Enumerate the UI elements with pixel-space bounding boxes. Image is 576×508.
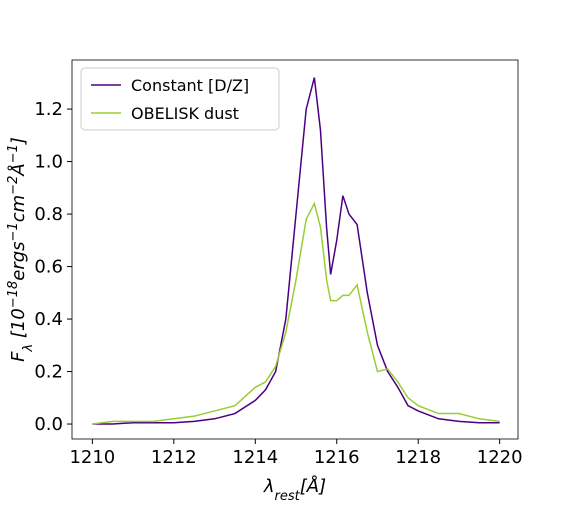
legend-box — [80, 67, 280, 131]
x-tick-label: 1210 — [69, 447, 115, 468]
legend-label: OBELISK dust — [131, 104, 239, 123]
y-tick-label: 1.2 — [34, 99, 63, 120]
x-tick-label: 1220 — [477, 447, 523, 468]
x-tick-label: 1214 — [232, 447, 278, 468]
label-part: λ — [21, 344, 36, 353]
label-part: F — [8, 351, 29, 362]
label-part: −18 — [6, 281, 21, 308]
label-part: Å — [7, 163, 29, 176]
label-part: ] — [8, 137, 29, 145]
y-tick-label: 1.0 — [34, 152, 63, 173]
label-part: [Å] — [300, 475, 326, 497]
label-part: −1 — [6, 222, 21, 241]
y-axis-label: Fλ [10−18ergs−1cm−2Å−1] — [6, 137, 36, 362]
y-tick-label: 0.0 — [34, 414, 63, 435]
plot-frame — [71, 59, 519, 440]
x-axis-label: λrest[Å] — [263, 475, 326, 504]
y-tick-label: 0.6 — [34, 257, 63, 278]
y-tick-label: 0.4 — [34, 309, 63, 330]
data-line — [92, 77, 500, 425]
x-tick-label: 1216 — [314, 447, 360, 468]
y-tick-label: 0.2 — [34, 362, 63, 383]
label-part: rest — [275, 489, 301, 504]
label-part: cm — [8, 195, 29, 222]
label-part: [10 — [8, 308, 29, 344]
data-line — [92, 201, 500, 425]
x-tick-label: 1218 — [395, 447, 441, 468]
label-part: −1 — [6, 144, 21, 163]
label-part: −2 — [6, 176, 21, 195]
legend-label: Constant [D/Z] — [131, 76, 249, 95]
label-part: ergs — [8, 241, 29, 280]
label-part: λ — [263, 476, 275, 497]
y-tick-label: 0.8 — [34, 204, 63, 225]
x-tick-label: 1212 — [151, 447, 197, 468]
